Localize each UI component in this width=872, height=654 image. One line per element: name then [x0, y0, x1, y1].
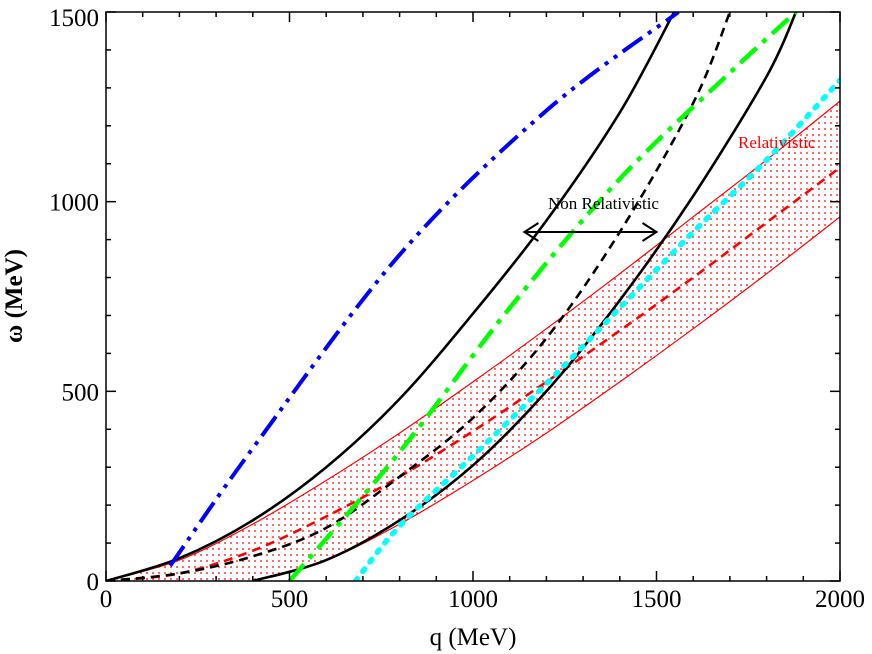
series-blue-dash-dot-dot	[168, 12, 680, 567]
series-non-relativistic-lower	[252, 12, 798, 581]
axes: 0 500 1000 1500 2000 0 500 1000 1500	[49, 5, 865, 613]
x-tick-label: 0	[100, 586, 113, 613]
y-axis-label: ω (MeV)	[1, 249, 28, 343]
annotations: Non Relativistic Relativistic	[522, 133, 816, 242]
y-tick-label: 500	[62, 379, 100, 406]
x-axis-label: q (MeV)	[430, 624, 517, 651]
y-tick-label: 1500	[49, 5, 99, 32]
series-band-central-dashed	[106, 166, 840, 581]
y-tick-label: 1000	[49, 190, 99, 217]
series-non-relativistic-central-dashed	[106, 12, 732, 581]
x-tick-label: 1500	[632, 586, 682, 613]
y-tick-label: 0	[87, 569, 100, 596]
x-tick-label: 1000	[448, 586, 498, 613]
series-non-relativistic-upper	[106, 12, 676, 581]
double-arrow	[522, 222, 659, 242]
series-band-upper	[106, 100, 840, 581]
series-cyan-dotted	[352, 77, 840, 581]
relativistic-band-fill	[106, 101, 840, 581]
annotation-non-relativistic: Non Relativistic	[548, 194, 659, 213]
x-tick-label: 500	[271, 586, 309, 613]
x-tick-label: 2000	[815, 586, 865, 613]
series-green-dash-dot	[287, 12, 798, 581]
series-group	[106, 12, 840, 581]
annotation-relativistic: Relativistic	[738, 133, 816, 152]
relativistic-band	[106, 101, 840, 581]
